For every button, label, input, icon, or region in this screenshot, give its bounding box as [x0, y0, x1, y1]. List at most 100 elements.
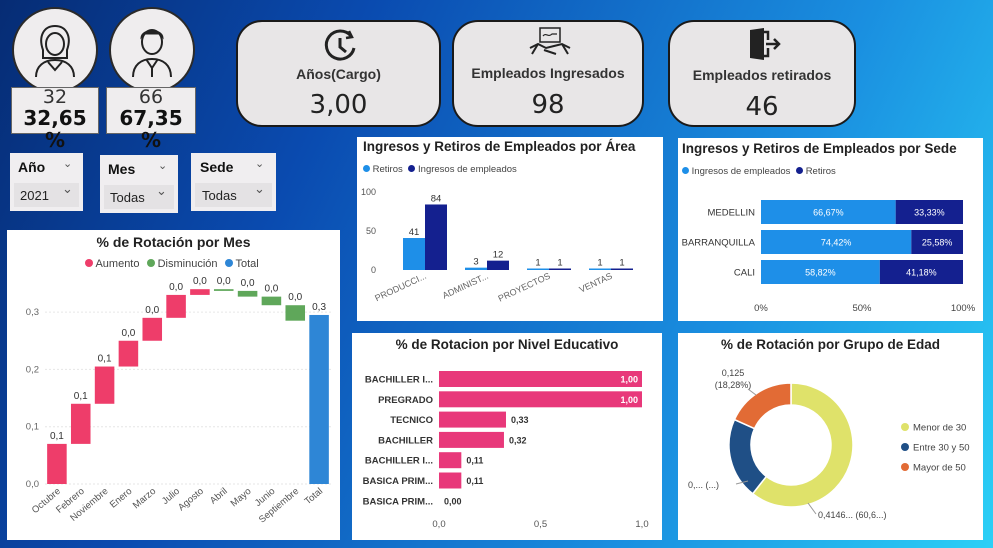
x-tick-label: 50%: [852, 303, 872, 314]
legend-label: Disminución: [157, 258, 218, 270]
data-label: 0,0: [288, 292, 302, 303]
site-slicer[interactable]: Sede ⌄ Todas ⌄: [191, 153, 276, 211]
legend-swatch: [408, 165, 416, 172]
site-slicer-label: Sede: [200, 159, 234, 175]
leader-line: [807, 502, 817, 515]
education-bar: [439, 472, 462, 489]
legend-label: Menor de 30: [913, 423, 966, 434]
female-percent: 32,65 %: [23, 106, 87, 152]
legend-swatch-decrease: [146, 259, 155, 267]
x-tick-label: 0,5: [534, 519, 547, 530]
data-label: 0,1: [98, 354, 112, 365]
age-donut-chart: 0,4146... (60,6...) 0,... (...) 0,125 (18,2…: [688, 368, 970, 520]
kpi-retired-card: Empleados retirados 46: [668, 20, 856, 127]
data-label: 1: [535, 258, 540, 269]
education-bar-chart: BACHILLER I... 1,00 PREGRADO 1,00 TECNICO 0,3…: [363, 371, 649, 530]
chart-title: % de Rotación por Grupo de Edad: [720, 337, 940, 352]
kpi-hired-value: 98: [531, 90, 565, 120]
x-tick-label: PRODUCCI...: [373, 271, 428, 304]
site-value: Todas: [202, 188, 237, 203]
month-slicer-label: Mes: [108, 161, 136, 177]
y-tick-label: 0,0: [26, 479, 39, 490]
kpi-retired-label: Empleados retirados: [692, 67, 832, 83]
chevron-down-icon[interactable]: ⌄: [254, 182, 265, 197]
area-bar: [589, 268, 611, 270]
kpi-years-card: Años(Cargo) 3,00: [236, 20, 441, 127]
data-label: 0,3: [312, 302, 326, 313]
waterfall-bar: [47, 443, 67, 484]
data-label: 1: [619, 258, 624, 269]
area-bar: [425, 204, 447, 270]
year-dropdown[interactable]: 2021 ⌄: [14, 182, 79, 207]
chart-legend: Ingresos de empleados Retiros: [682, 166, 836, 177]
waterfall-bar: [237, 290, 258, 297]
chevron-down-icon[interactable]: ⌄: [63, 157, 73, 170]
hires-exits-by-area-panel: Ingresos y Retiros de Empleados por Área…: [357, 137, 663, 321]
donut-slice: [728, 418, 768, 495]
legend-swatch-total: [224, 259, 233, 267]
data-label: 3: [473, 257, 478, 268]
y-tick-label: BACHILLER I...: [365, 456, 433, 467]
rotation-by-age-panel: % de Rotación por Grupo de Edad 0,4146..…: [678, 333, 983, 540]
chevron-down-icon[interactable]: ⌄: [156, 184, 167, 199]
waterfall-bar: [142, 317, 163, 341]
area-bar: [403, 238, 425, 270]
data-label: 0,32: [509, 435, 527, 445]
data-label: 0,125: [722, 368, 745, 378]
area-bar: [465, 267, 487, 270]
chevron-down-icon[interactable]: ⌄: [255, 157, 265, 170]
site-bar-segment: [879, 260, 963, 284]
legend-label: Retiros: [805, 166, 836, 177]
y-tick-label: PREGRADO: [378, 395, 433, 406]
woman-icon: [35, 24, 75, 78]
kpi-retired-value: 46: [745, 92, 779, 122]
year-slicer[interactable]: Año ⌄ 2021 ⌄: [10, 153, 83, 211]
month-slicer[interactable]: Mes ⌄ Todas ⌄: [100, 155, 178, 213]
data-label: 41,18%: [906, 268, 937, 278]
y-tick-label: 0,3: [26, 307, 39, 318]
legend-label: Entre 30 y 50: [913, 443, 970, 454]
legend-swatch-increase: [85, 259, 93, 267]
area-bar: [611, 268, 633, 270]
site-dropdown[interactable]: Todas ⌄: [195, 182, 272, 207]
data-label: 0,00: [444, 496, 462, 506]
legend-swatch: [682, 167, 689, 174]
female-stats: 32 32,65 %: [11, 87, 99, 151]
x-tick-label: Enero: [108, 486, 134, 511]
data-label: 84: [431, 193, 442, 204]
female-avatar: [12, 7, 98, 93]
data-label: 25,58%: [922, 238, 953, 248]
data-label: 0,4146... (60,6...): [818, 510, 887, 520]
kpi-hired-card: Empleados Ingresados 98: [452, 20, 644, 127]
hires-exits-by-site-panel: Ingresos y Retiros de Empleados por Sede…: [678, 138, 983, 321]
waterfall-chart: 0,00,10,20,30,1Octubre0,1Febrero0,1Novie…: [26, 276, 331, 526]
y-tick-label: BARRANQUILLA: [682, 238, 756, 249]
education-bar: [439, 411, 506, 428]
data-label: 0,33: [511, 415, 529, 425]
chart-title: Ingresos y Retiros de Empleados por Área: [363, 139, 636, 154]
chart-title: % de Rotación por Mes: [96, 234, 251, 250]
site-bar-segment: [761, 230, 912, 254]
data-label: 1,00: [620, 395, 638, 405]
x-tick-label: 100%: [951, 303, 976, 314]
x-tick-label: Marzo: [131, 486, 158, 511]
leader-line: [735, 480, 749, 485]
data-label: 0,0: [121, 328, 135, 339]
waterfall-bar: [213, 289, 234, 291]
legend-swatch: [901, 443, 909, 451]
chevron-down-icon[interactable]: ⌄: [62, 182, 73, 197]
donut-slice: [733, 382, 792, 430]
y-tick-label: CALI: [734, 268, 755, 279]
x-tick-label: 1,0: [635, 519, 648, 530]
rotation-by-month-panel: % de Rotación por Mes Aumento Disminució…: [7, 230, 340, 540]
waterfall-bar: [190, 289, 210, 295]
legend-swatch: [796, 167, 804, 174]
chevron-down-icon[interactable]: ⌄: [158, 159, 168, 172]
month-dropdown[interactable]: Todas ⌄: [104, 184, 174, 209]
data-label: 0,0: [241, 278, 255, 289]
data-label: 1: [597, 258, 602, 269]
data-label: 0,1: [50, 431, 64, 442]
education-bar: [439, 371, 642, 387]
male-percent: 67,35 %: [119, 106, 183, 152]
data-label: 1,00: [620, 375, 638, 385]
